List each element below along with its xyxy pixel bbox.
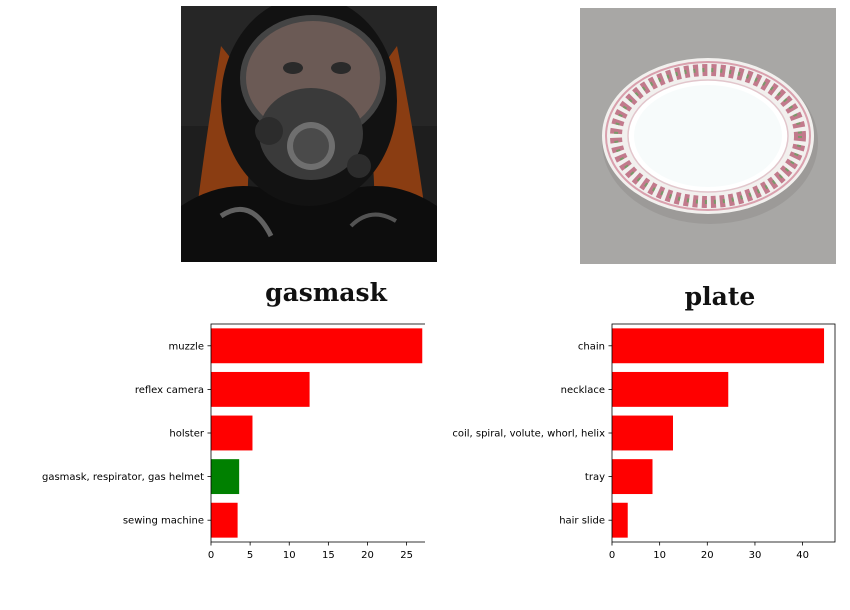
y-tick-label: sewing machine <box>123 516 204 527</box>
bar-1 <box>211 371 310 407</box>
gasmask-photo <box>181 6 437 262</box>
x-tick-label: 0 <box>208 550 214 561</box>
bar-0 <box>211 328 423 364</box>
y-tick-label: chain <box>578 341 605 352</box>
plot-frame <box>611 323 836 543</box>
bar-4 <box>211 502 238 538</box>
y-tick-label: tray <box>585 472 605 483</box>
x-tick-label: 25 <box>400 550 413 561</box>
bar-2 <box>211 415 253 451</box>
bar-chart-plate: chain necklace coil, spiral, volute, whorl… <box>452 323 836 561</box>
y-tick-label: holster <box>169 429 205 440</box>
y-tick-label: coil, spiral, volute, whorl, helix <box>452 429 605 440</box>
x-tick-label: 10 <box>653 550 666 561</box>
x-tick-label: 20 <box>361 550 374 561</box>
bar-0 <box>612 328 825 364</box>
bar-4 <box>612 502 628 538</box>
panel-title: plate <box>684 282 756 311</box>
bar-1 <box>612 371 729 407</box>
plate-photo <box>580 8 836 264</box>
y-tick-label: necklace <box>561 385 605 396</box>
y-tick-label: gasmask, respirator, gas helmet <box>42 472 204 483</box>
gasmask-image <box>181 6 437 262</box>
x-tick-label: 5 <box>247 550 253 561</box>
x-tick-label: 0 <box>609 550 615 561</box>
bar-chart-gasmask: muzzle reflex camera holster gasmask, respi… <box>42 323 425 561</box>
y-tick-label: hair slide <box>559 516 605 527</box>
panel-title: gasmask <box>265 278 387 307</box>
x-tick-label: 15 <box>322 550 335 561</box>
x-tick-label: 20 <box>701 550 714 561</box>
y-tick-label: reflex camera <box>135 385 204 396</box>
plate-image <box>580 8 836 264</box>
bar-2 <box>612 415 673 451</box>
y-tick-label: muzzle <box>168 341 204 352</box>
plot-frame <box>210 323 425 543</box>
bar-3 <box>211 459 240 495</box>
x-tick-label: 40 <box>796 550 809 561</box>
x-tick-label: 10 <box>283 550 296 561</box>
x-tick-label: 30 <box>749 550 762 561</box>
bar-3 <box>612 459 653 495</box>
